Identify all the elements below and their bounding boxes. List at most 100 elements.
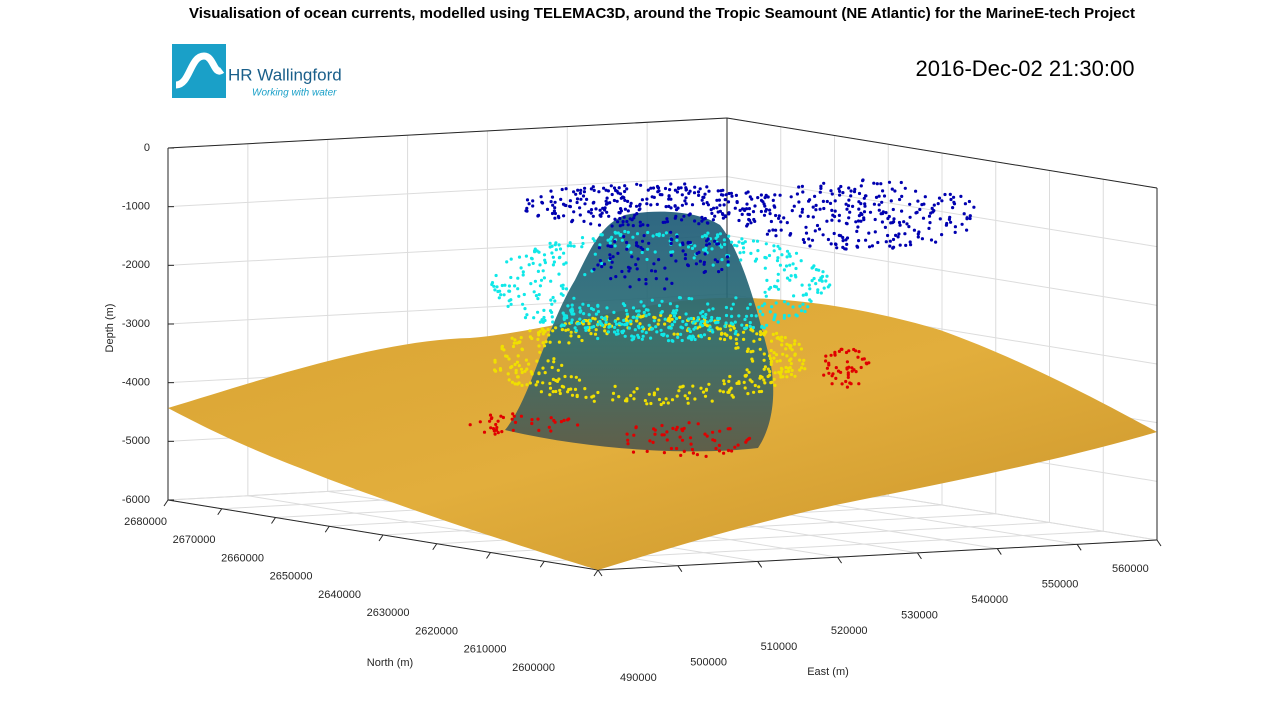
particle	[677, 389, 681, 393]
particle	[494, 422, 498, 427]
particle	[687, 327, 691, 331]
particle	[653, 269, 658, 273]
particle	[626, 199, 630, 203]
particle	[589, 208, 594, 212]
particle	[552, 260, 557, 264]
particle	[807, 283, 811, 287]
particle	[690, 297, 694, 301]
particle	[674, 317, 679, 321]
particle	[932, 203, 936, 207]
particle	[737, 380, 741, 384]
particle	[582, 219, 586, 223]
particle	[972, 205, 976, 209]
particle	[762, 352, 766, 356]
particle	[745, 368, 749, 372]
particle	[892, 217, 896, 221]
particle	[694, 262, 699, 266]
particle	[542, 315, 546, 320]
particle	[904, 243, 908, 247]
particle	[787, 314, 791, 318]
particle	[886, 233, 890, 238]
particle	[735, 342, 739, 346]
particle	[718, 232, 723, 236]
particle	[864, 238, 868, 242]
particle	[765, 278, 769, 282]
particle	[877, 203, 881, 207]
particle	[727, 191, 731, 196]
particle	[763, 331, 767, 335]
particle	[684, 312, 688, 316]
particle	[579, 197, 583, 201]
particle	[816, 288, 820, 292]
particle	[629, 250, 633, 254]
particle	[782, 216, 786, 220]
particle	[591, 185, 595, 189]
particle	[623, 198, 627, 202]
particle	[628, 285, 632, 289]
particle	[877, 208, 881, 212]
particle	[666, 339, 671, 343]
particle	[680, 438, 685, 442]
particle	[541, 269, 545, 273]
particle	[657, 189, 661, 193]
particle	[626, 230, 630, 234]
particle	[717, 270, 721, 274]
y-tick-label: 2640000	[318, 589, 361, 601]
particle	[862, 357, 866, 361]
particle	[530, 257, 534, 261]
particle	[596, 304, 600, 308]
particle	[683, 199, 687, 203]
particle	[765, 232, 770, 236]
particle	[953, 230, 957, 234]
particle	[837, 349, 842, 353]
particle	[822, 286, 826, 290]
particle	[537, 344, 541, 348]
particle	[776, 320, 780, 324]
particle	[779, 228, 783, 232]
particle	[647, 323, 651, 327]
particle	[758, 309, 762, 314]
particle	[632, 390, 636, 394]
particle	[633, 328, 637, 332]
particle	[703, 432, 707, 436]
particle	[739, 258, 743, 262]
particle	[613, 240, 617, 244]
particle	[576, 423, 580, 427]
particle	[579, 309, 583, 313]
particle	[489, 417, 493, 421]
particle	[837, 187, 841, 191]
particle	[655, 202, 659, 206]
particle	[679, 325, 683, 329]
particle	[807, 237, 811, 241]
particle	[893, 189, 897, 193]
particle	[943, 192, 947, 197]
particle	[623, 275, 627, 279]
particle	[730, 240, 734, 244]
particle	[670, 281, 674, 285]
particle	[755, 239, 760, 243]
particle	[744, 191, 748, 195]
particle	[608, 237, 613, 241]
particle	[707, 308, 711, 312]
particle	[724, 321, 728, 325]
particle	[608, 256, 612, 261]
particle	[607, 214, 611, 218]
particle	[779, 220, 783, 224]
particle	[784, 365, 788, 370]
particle	[696, 190, 701, 194]
particle	[645, 402, 649, 406]
particle	[774, 213, 778, 218]
particle	[647, 312, 651, 316]
particle	[929, 238, 934, 242]
particle	[549, 279, 553, 283]
particle	[659, 328, 663, 332]
particle	[844, 350, 849, 355]
particle	[734, 193, 739, 197]
particle	[830, 218, 834, 222]
particle	[703, 394, 708, 398]
particle	[940, 199, 944, 203]
particle	[534, 294, 539, 298]
particle	[670, 238, 674, 242]
particle	[735, 200, 739, 204]
particle	[721, 216, 726, 220]
